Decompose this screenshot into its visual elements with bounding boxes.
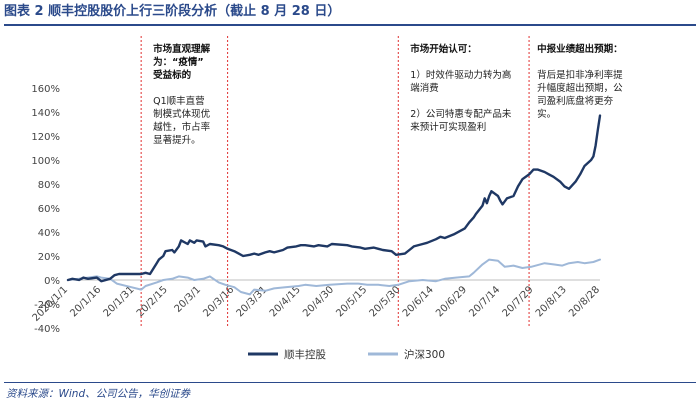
y-tick-label: 60% xyxy=(38,204,60,215)
y-tick-label: 160% xyxy=(31,84,60,95)
series-line xyxy=(67,258,601,296)
annotation-text: 端消费 xyxy=(410,82,439,94)
figure-title: 图表 2 顺丰控股股价上行三阶段分析（截止 8 月 28 日） xyxy=(4,4,341,19)
x-tick-label: 20/4/30 xyxy=(301,284,336,319)
annotation-text: 来预计可实现盈利 xyxy=(410,121,486,133)
y-tick-label: 120% xyxy=(31,132,60,143)
source-divider xyxy=(4,382,696,383)
annotation-text: 2）公司特惠专配产品未 xyxy=(410,108,512,120)
x-tick-label: 20/1/16 xyxy=(68,284,103,319)
annotation-text: 市场开始认可： xyxy=(410,43,477,55)
y-tick-label: 0% xyxy=(44,276,60,287)
x-tick-label: 20/5/15 xyxy=(334,284,369,319)
y-tick-label: -40% xyxy=(34,324,60,335)
annotation-text: 背后是扣非净利率提 xyxy=(537,69,623,81)
annotation-text: 1）时效件驱动力转为高 xyxy=(410,69,511,81)
y-tick-label: 140% xyxy=(31,108,60,119)
y-tick-label: 20% xyxy=(38,252,60,263)
annotation-text: 受益标的 xyxy=(153,69,192,81)
legend-label: 顺丰控股 xyxy=(284,348,326,361)
y-tick-label: 80% xyxy=(38,180,60,191)
x-tick-label: 20/6/29 xyxy=(434,284,469,319)
x-tick-label: 20/8/28 xyxy=(567,284,602,319)
annotation-text: 升幅度超出预期，公 xyxy=(537,82,623,94)
legend-label: 沪深300 xyxy=(404,348,445,361)
y-tick-label: 100% xyxy=(31,156,60,167)
chart: -40% -20% 0% 20% 40% 60% 80% 100% 120% 140% 160% 20… xyxy=(31,36,623,361)
source-note: 资料来源：Wind、公司公告，华创证券 xyxy=(6,388,191,400)
x-tick-label: 20/6/14 xyxy=(401,284,436,319)
y-tick-label: -20% xyxy=(34,300,60,311)
annotation-text: 制模式体现优 xyxy=(153,108,211,120)
x-tick-label: 20/3/16 xyxy=(201,284,236,319)
x-tick-label: 20/7/14 xyxy=(467,284,502,319)
annotation-text: 中报业绩超出预期： xyxy=(537,43,623,55)
x-tick-label: 20/3/31 xyxy=(235,284,270,319)
y-tick-label: 40% xyxy=(38,228,60,239)
x-tick-label: 20/5/30 xyxy=(368,284,403,319)
series-line xyxy=(66,114,602,283)
x-tick-label: 20/7/29 xyxy=(501,284,536,319)
x-tick-label: 20/3/1 xyxy=(173,284,204,315)
annotation-text: 显著提升。 xyxy=(153,134,201,146)
x-tick-label: 20/1/31 xyxy=(102,284,137,319)
title-divider xyxy=(4,24,696,26)
annotation-text: 为：“疫情” xyxy=(153,56,204,68)
annotation-text: 司盈利底盘将更夯 xyxy=(537,95,614,107)
annotation-text: 市场直观理解 xyxy=(153,43,211,55)
x-tick-label: 20/8/13 xyxy=(534,284,569,319)
annotation-text: 实。 xyxy=(537,108,556,120)
annotation-text: 越性，市占率 xyxy=(153,121,211,133)
annotation-text: Q1顺丰直营 xyxy=(153,95,205,107)
